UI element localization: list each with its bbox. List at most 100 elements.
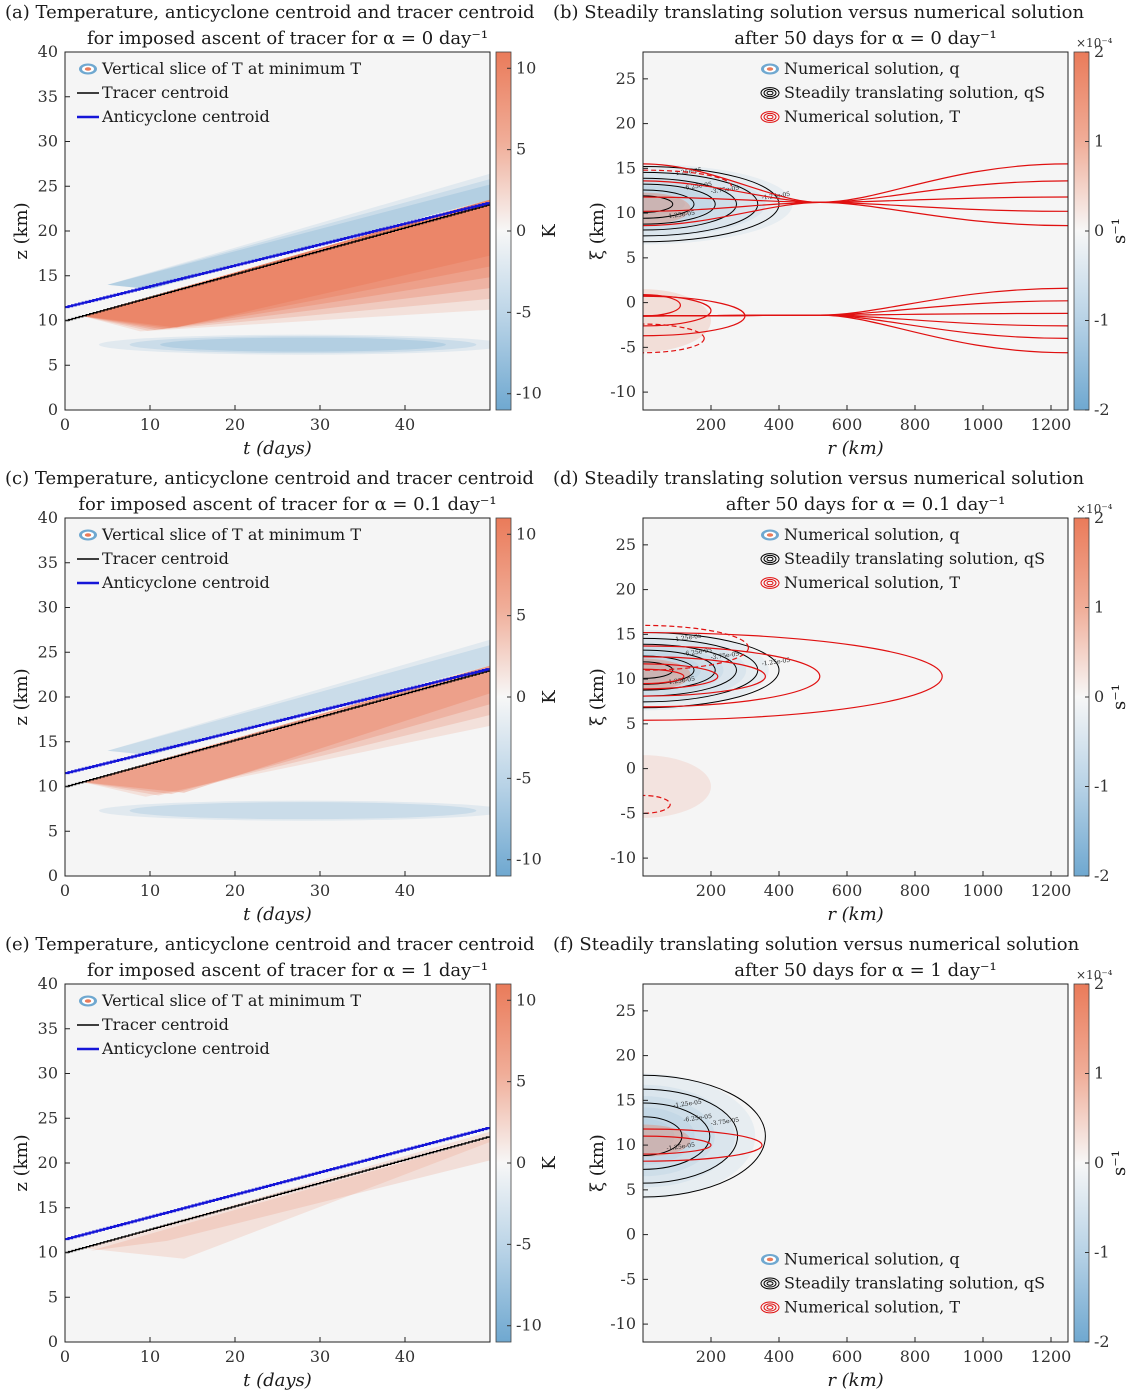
legend-symbol bbox=[760, 1277, 780, 1290]
x-tick-label: 1000 bbox=[963, 1347, 1004, 1366]
y-tick-label: 15 bbox=[38, 732, 58, 751]
x-axis-label: r (km) bbox=[827, 438, 883, 459]
y-tick-label: -5 bbox=[620, 803, 636, 822]
y-axis-label: z (km) bbox=[11, 668, 32, 725]
colorbar-tick-label: 0 bbox=[516, 1153, 526, 1172]
panel-subtitle: for imposed ascent of tracer for α = 0.1… bbox=[78, 494, 496, 515]
colorbar-tick-label: -2 bbox=[1094, 1332, 1110, 1351]
x-tick-label: 20 bbox=[225, 1347, 245, 1366]
q-field bbox=[643, 171, 766, 238]
colorbar-tick-label: 5 bbox=[516, 140, 526, 159]
T-contour-dashed bbox=[643, 169, 732, 187]
plot-area bbox=[65, 518, 490, 876]
field: -1.25e-05 -6.25e-05-3.75e-05 -1.25e-05 -1.2… bbox=[643, 624, 943, 818]
legend-symbol bbox=[79, 529, 97, 541]
colorbar-tick-label: 0 bbox=[1094, 221, 1104, 240]
colorbar-label: s⁻¹ bbox=[1109, 684, 1130, 710]
x-tick-label: 200 bbox=[696, 881, 727, 900]
T-contour-dashed bbox=[643, 624, 749, 671]
legend-symbol bbox=[761, 1253, 779, 1265]
qS-contour bbox=[643, 637, 759, 703]
warm-anomaly bbox=[82, 665, 490, 793]
x-tick-label: 200 bbox=[696, 1347, 727, 1366]
q-field bbox=[643, 185, 712, 223]
colorbar-tick-label: -1 bbox=[1094, 1243, 1110, 1262]
x-tick-label: 600 bbox=[832, 881, 863, 900]
contour-label: -6.25e-05 bbox=[683, 647, 712, 658]
y-tick-label: -5 bbox=[620, 1269, 636, 1288]
y-tick-label: 30 bbox=[38, 132, 58, 151]
x-tick-label: 0 bbox=[60, 415, 70, 434]
colorbar-label: K bbox=[539, 690, 560, 704]
colorbar-tick-label: -2 bbox=[1094, 400, 1110, 419]
contour-label: -1.25e-05 bbox=[666, 676, 695, 687]
colorbar-tick-label: 0 bbox=[516, 687, 526, 706]
colorbar-tick-label: -10 bbox=[516, 384, 542, 403]
legend-entry: Anticyclone centroid bbox=[101, 107, 270, 126]
x-axis-label: t (days) bbox=[243, 1370, 312, 1391]
panel-title: (d) Steadily translating solution versus… bbox=[553, 468, 1084, 489]
legend-entry: Tracer centroid bbox=[102, 1015, 229, 1034]
panel-subtitle: after 50 days for α = 0.1 day⁻¹ bbox=[726, 494, 1006, 515]
x-tick-label: 600 bbox=[832, 415, 863, 434]
x-tick-label: 30 bbox=[310, 1347, 330, 1366]
panel-title: (c) Temperature, anticyclone centroid an… bbox=[5, 468, 534, 489]
qS-contour bbox=[643, 643, 737, 697]
x-axis-label: r (km) bbox=[827, 1370, 883, 1391]
x-tick-label: 400 bbox=[764, 881, 795, 900]
cold-anomaly-upper bbox=[107, 184, 490, 290]
y-tick-label: 25 bbox=[616, 69, 636, 88]
colorbar-label: s⁻¹ bbox=[1109, 1150, 1130, 1176]
x-tick-label: 30 bbox=[310, 415, 330, 434]
y-tick-label: 15 bbox=[38, 1198, 58, 1217]
y-axis-label: ξ (km) bbox=[587, 1134, 608, 1192]
panel-title: (a) Temperature, anticyclone centroid an… bbox=[5, 2, 535, 23]
legend-entry: Numerical solution, q bbox=[784, 59, 960, 78]
y-tick-label: 10 bbox=[38, 777, 58, 796]
T-contour bbox=[643, 1135, 712, 1155]
y-tick-label: 0 bbox=[626, 293, 636, 312]
y-tick-label: 0 bbox=[48, 866, 58, 885]
y-tick-label: 0 bbox=[48, 400, 58, 419]
x-tick-label: 400 bbox=[764, 415, 795, 434]
y-tick-label: 5 bbox=[626, 1180, 636, 1199]
colorbar-tick-label: -1 bbox=[1094, 311, 1110, 330]
tracer-centroid-line bbox=[65, 1136, 490, 1254]
legend-entry: Steadily translating solution, qS bbox=[784, 1273, 1045, 1292]
legend-entry: Tracer centroid bbox=[102, 549, 229, 568]
colorbar-tick-label: 10 bbox=[516, 990, 536, 1009]
cold-anomaly-lower bbox=[129, 336, 477, 354]
x-tick-label: 10 bbox=[140, 415, 160, 434]
colorbar-label: K bbox=[539, 1156, 560, 1170]
qS-contour bbox=[643, 655, 695, 685]
cold-anomaly-upper bbox=[107, 173, 490, 290]
colorbar-exponent: ×10⁻⁴ bbox=[1076, 36, 1113, 50]
legend-entry: Numerical solution, q bbox=[784, 525, 960, 544]
x-tick-label: 400 bbox=[764, 1347, 795, 1366]
panel-subtitle: for imposed ascent of tracer for α = 0 d… bbox=[87, 28, 488, 49]
contour-label: -1.25e-05 bbox=[761, 657, 790, 668]
x-tick-label: 600 bbox=[832, 1347, 863, 1366]
anticyclone-centroid-line bbox=[65, 668, 490, 775]
qS-contour bbox=[643, 632, 780, 709]
x-tick-label: 1000 bbox=[963, 881, 1004, 900]
y-tick-label: 5 bbox=[626, 248, 636, 267]
y-tick-label: 40 bbox=[38, 974, 58, 993]
legend-entry: Tracer centroid bbox=[102, 83, 229, 102]
q-positive bbox=[643, 1124, 691, 1157]
q-positive-lower bbox=[643, 289, 711, 352]
legend-entry: Vertical slice of T at minimum T bbox=[101, 59, 361, 78]
legend-entry: Anticyclone centroid bbox=[101, 573, 270, 592]
panel-a: (a) Temperature, anticyclone centroid an… bbox=[5, 2, 560, 459]
colorbar-tick-label: 0 bbox=[1094, 1153, 1104, 1172]
legend-entry: Steadily translating solution, qS bbox=[784, 83, 1045, 102]
colorbar-tick-label: -5 bbox=[516, 1234, 532, 1253]
cold-anomaly-upper bbox=[107, 179, 490, 290]
panel-title: (f) Steadily translating solution versus… bbox=[553, 934, 1080, 955]
cold-anomaly-lower bbox=[160, 337, 446, 352]
colorbar-tick-label: 1 bbox=[1094, 598, 1104, 617]
contour-label: -3.75e-05 bbox=[710, 650, 739, 661]
y-axis-label: z (km) bbox=[11, 202, 32, 259]
y-tick-label: 10 bbox=[38, 1243, 58, 1262]
panel-e: (e) Temperature, anticyclone centroid an… bbox=[5, 934, 560, 1391]
